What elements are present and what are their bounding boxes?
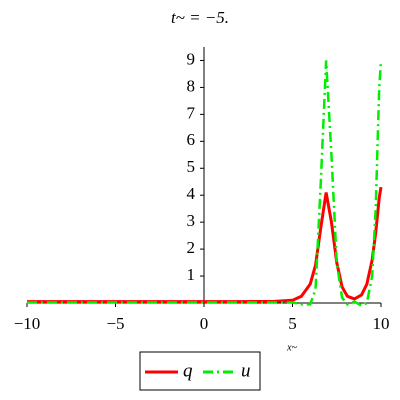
series-line bbox=[27, 60, 383, 308]
x-tick-label: 0 bbox=[200, 314, 209, 333]
x-axis-label: x~ bbox=[286, 342, 297, 353]
x-tick-label: 5 bbox=[288, 314, 297, 333]
chart-title: t~ = −5. bbox=[171, 8, 229, 27]
x-tick-label: −5 bbox=[106, 314, 124, 333]
x-tick-label: −10 bbox=[14, 314, 41, 333]
y-tick-label: 6 bbox=[187, 130, 196, 149]
y-tick-label: 7 bbox=[187, 103, 196, 122]
legend-label: u bbox=[241, 360, 251, 381]
legend-box bbox=[139, 351, 261, 391]
legend-label: q bbox=[183, 360, 193, 381]
y-tick-label: 2 bbox=[187, 238, 196, 257]
y-tick-label: 1 bbox=[187, 265, 196, 284]
y-tick-label: 5 bbox=[187, 157, 196, 176]
y-tick-label: 9 bbox=[187, 49, 196, 68]
y-tick-label: 3 bbox=[187, 211, 196, 230]
x-tick-label: 10 bbox=[373, 314, 390, 333]
y-tick-label: 8 bbox=[187, 76, 196, 95]
y-tick-label: 4 bbox=[187, 184, 196, 203]
